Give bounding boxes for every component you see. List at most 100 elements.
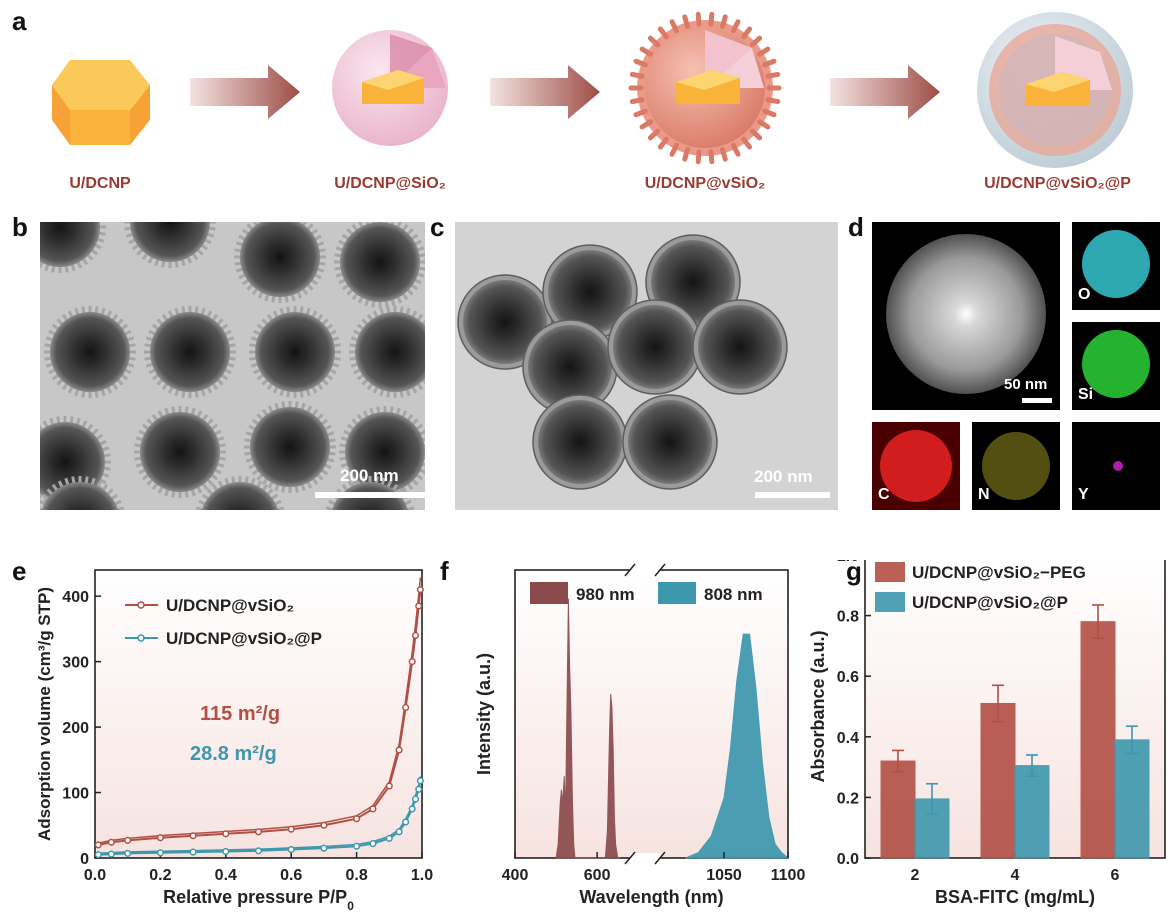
y-axis-label: Absorbance (a.u.) <box>808 630 828 782</box>
arrow-1 <box>190 65 300 119</box>
bar <box>1014 765 1050 859</box>
spike <box>741 136 753 150</box>
particle-spike <box>325 506 337 510</box>
data-point <box>222 847 230 856</box>
panel-label-d: d <box>848 212 864 242</box>
data-point <box>369 805 377 813</box>
chart-f: 400 600 1050 1100 Wavelength (nm) Intensity (… <box>474 563 805 907</box>
annotation: 115 m²/g <box>200 703 280 725</box>
legend-swatch <box>875 562 905 582</box>
nanoparticle <box>41 482 119 510</box>
x-tick-label: 600 <box>584 867 611 884</box>
eds-map-o: O <box>1072 222 1160 310</box>
nanoparticle <box>613 305 697 389</box>
nanoparticle <box>150 312 230 392</box>
x-tick-label: 0.2 <box>149 867 171 884</box>
spike <box>639 119 654 130</box>
axis-break <box>624 851 636 865</box>
plot-frame <box>94 569 423 859</box>
arrow-2 <box>490 65 600 119</box>
data-point <box>411 795 420 803</box>
arrow-3 <box>830 65 940 119</box>
x-tick-label: 2 <box>911 867 920 884</box>
spike <box>749 35 763 48</box>
spike <box>669 19 679 34</box>
data-point <box>124 849 132 857</box>
data-point <box>320 844 328 852</box>
data-point <box>415 785 423 793</box>
x-tick-label: 4 <box>1011 867 1020 884</box>
y-tick-label: 300 <box>62 655 89 672</box>
spike <box>647 128 661 141</box>
data-point <box>369 840 377 848</box>
data-point <box>395 828 403 836</box>
spike <box>657 136 669 150</box>
eds-label-y: Y <box>1078 486 1089 503</box>
spike <box>708 149 715 165</box>
x-tick-label: 400 <box>502 867 529 884</box>
spike <box>633 58 648 68</box>
legend-label: U/DCNP@vSiO₂−PEG <box>912 563 1086 582</box>
data-point <box>254 847 263 855</box>
x-tick-label: 1.0 <box>411 867 433 884</box>
data-point <box>124 836 132 844</box>
scalebar-label-b: 200 nm <box>340 466 399 485</box>
spike <box>756 46 771 57</box>
series-line-desorption <box>98 776 422 855</box>
panel-label-b: b <box>12 212 28 242</box>
axis-break-gap <box>630 853 660 863</box>
legend-label: U/DCNP@vSiO₂@P <box>912 593 1068 612</box>
particle-spike <box>195 506 207 510</box>
spike <box>720 147 728 162</box>
chart-g: 0.0 0.2 0.4 0.6 0.8 1.0 2 4 6 BSA-FITC (mg/mL) Abs… <box>808 560 1166 907</box>
data-point <box>320 821 328 829</box>
spike <box>765 71 781 79</box>
data-point <box>408 658 416 666</box>
vsio2-shell <box>628 11 782 165</box>
data-point <box>156 849 164 857</box>
x-tick-label: 1050 <box>706 867 742 884</box>
data-point <box>402 818 410 826</box>
nanoparticle <box>250 407 330 487</box>
nanoparticle <box>528 325 612 409</box>
panel-label-c: c <box>430 212 445 242</box>
data-point <box>416 777 424 785</box>
particle-spike <box>113 506 125 510</box>
bar <box>980 702 1016 859</box>
nanoparticle <box>50 312 130 392</box>
x-axis-label-sub: 0 <box>347 899 354 910</box>
y-tick-label: 200 <box>62 720 89 737</box>
particle-spike <box>40 507 47 510</box>
data-point <box>222 830 230 838</box>
plot-background <box>95 570 422 858</box>
y-tick-label: 0 <box>80 851 89 868</box>
data-point <box>408 805 416 813</box>
spike <box>765 97 781 105</box>
nanoparticle <box>548 250 632 334</box>
x-tick-label: 0.8 <box>345 867 367 884</box>
series-line-desorption <box>98 577 422 844</box>
legend-marker <box>137 601 145 609</box>
bar <box>1114 739 1150 859</box>
y-tick-label: 0.6 <box>837 669 859 686</box>
data-point <box>411 631 420 640</box>
data-point <box>287 845 295 854</box>
nanoparticle <box>40 222 100 267</box>
data-point <box>94 841 102 849</box>
axis-break <box>654 563 666 577</box>
spike <box>669 142 679 157</box>
legend-swatch <box>658 582 696 604</box>
x-tick-label: 0.4 <box>215 867 237 884</box>
spike <box>762 108 777 118</box>
y-axis-label: Intensity (a.u.) <box>474 653 494 775</box>
data-point <box>189 848 197 856</box>
tem-image-b: 200 nm <box>40 222 425 510</box>
legend-label: 808 nm <box>704 585 763 604</box>
data-point <box>156 834 164 842</box>
nanoparticle <box>698 305 782 389</box>
data-point <box>353 842 361 850</box>
y-tick-label: 0.2 <box>837 790 859 807</box>
data-point <box>189 832 197 840</box>
nanoparticle <box>240 222 320 297</box>
x-axis-label: Relative pressure P/P0 <box>163 887 354 910</box>
